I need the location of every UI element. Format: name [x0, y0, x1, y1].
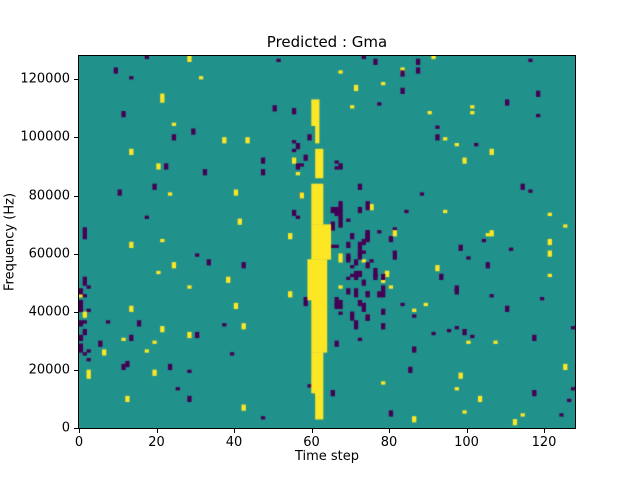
x-tick-mark [311, 429, 313, 433]
y-axis-label: Frequency (Hz) [2, 192, 18, 292]
y-tick-label: 20000 [28, 362, 70, 378]
y-tick-label: 120000 [20, 71, 70, 87]
x-tick-label: 40 [225, 435, 243, 450]
x-tick-label: 80 [380, 435, 398, 450]
x-tick-mark [234, 429, 235, 433]
y-tick-mark [74, 428, 78, 429]
y-tick-mark [74, 137, 78, 139]
y-tick-mark [74, 369, 78, 371]
y-tick-mark [74, 195, 78, 197]
chart-title: Predicted : Gma [266, 33, 388, 51]
plot-axes-frame [78, 55, 576, 429]
x-tick-mark [544, 429, 545, 433]
y-tick-mark [74, 311, 78, 313]
heatmap-plot-area [79, 56, 575, 428]
y-tick-label: 40000 [28, 304, 70, 320]
y-tick-label: 80000 [28, 188, 70, 203]
x-tick-label: 100 [454, 435, 479, 450]
x-tick-label: 0 [74, 435, 84, 450]
y-tick-label: 100000 [20, 129, 70, 145]
x-tick-label: 120 [531, 435, 557, 450]
x-tick-mark [466, 429, 468, 433]
x-tick-mark [156, 429, 158, 433]
x-tick-label: 20 [148, 435, 165, 450]
y-tick-label: 60000 [28, 246, 70, 262]
y-tick-mark [74, 79, 78, 81]
x-axis-label: Time step [294, 449, 360, 464]
x-tick-mark [79, 429, 80, 433]
y-tick-mark [74, 253, 78, 255]
y-tick-label: 0 [61, 420, 70, 436]
x-tick-label: 60 [303, 435, 320, 450]
x-tick-mark [389, 429, 390, 433]
